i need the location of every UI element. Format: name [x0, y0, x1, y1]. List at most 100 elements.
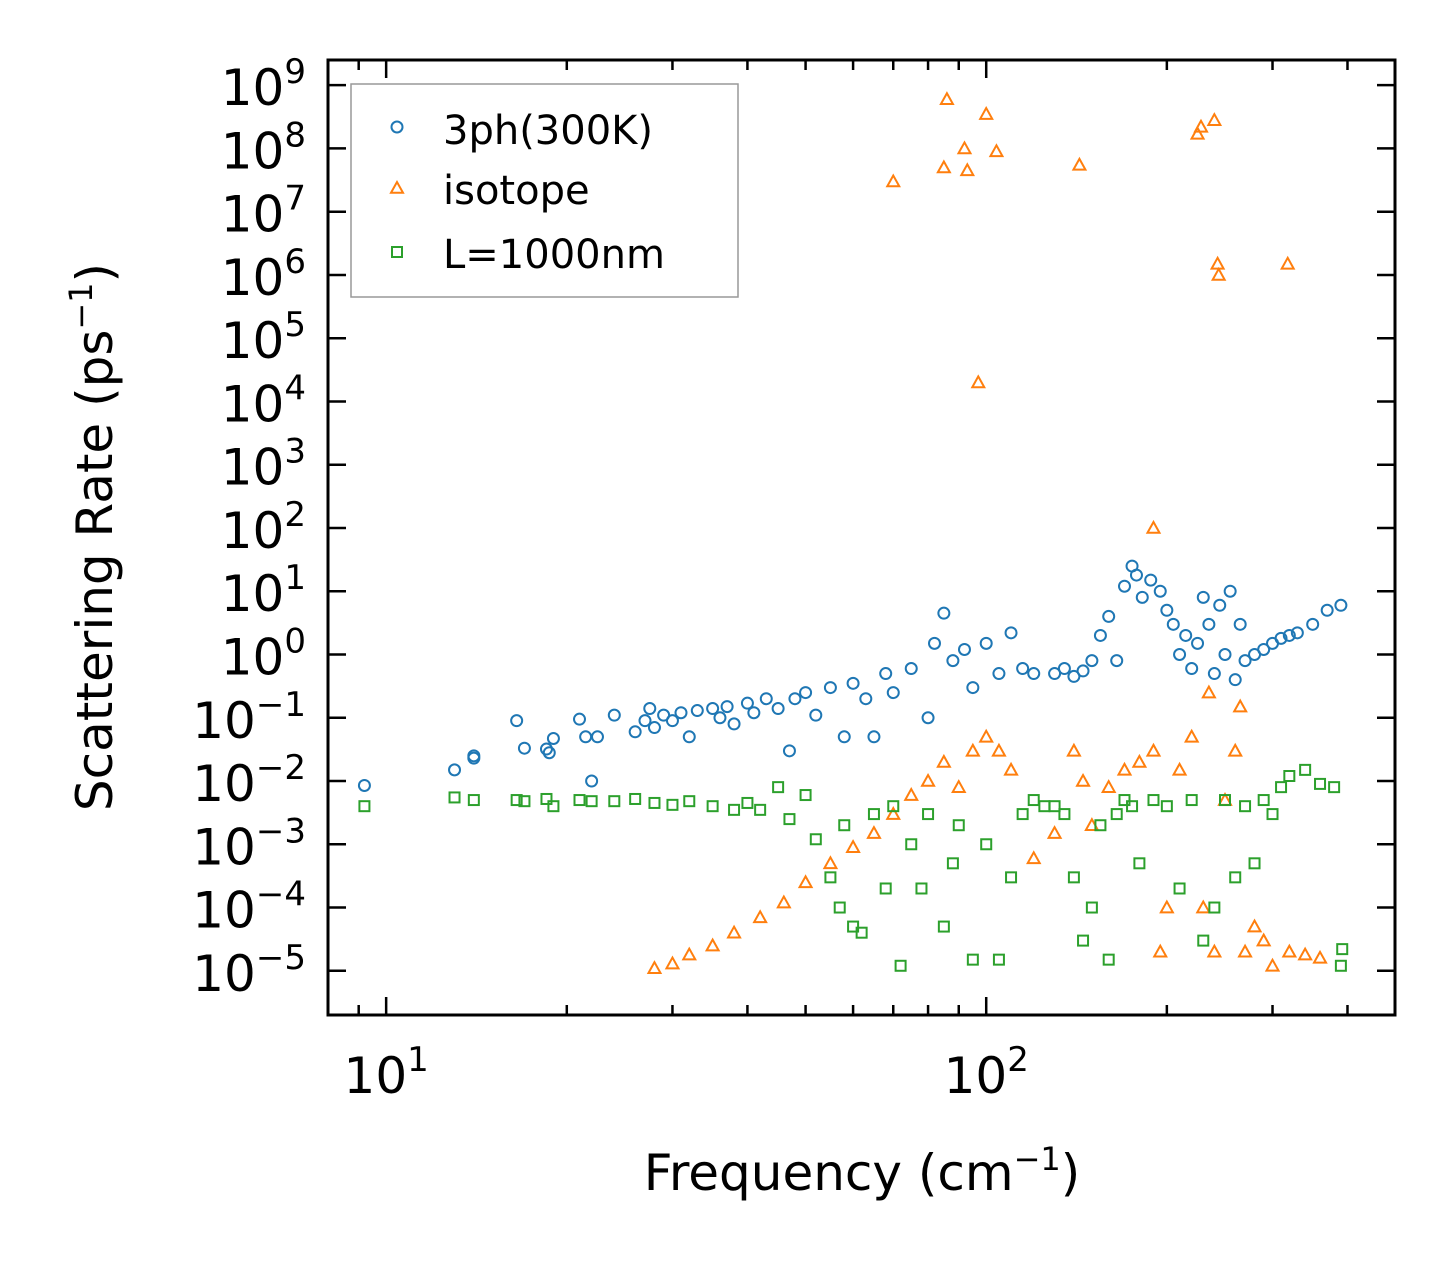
data-point — [1116, 761, 1133, 776]
y-tick-label-exp: 8 — [284, 115, 306, 155]
data-point — [1066, 742, 1082, 757]
data-point — [885, 173, 901, 188]
data-point — [1218, 647, 1232, 661]
y-tick-label-base: 10 — [192, 882, 256, 940]
y-tick-label: 10−5 — [192, 938, 306, 1003]
data-point — [683, 795, 696, 808]
data-point — [1280, 255, 1296, 270]
data-point — [946, 654, 960, 668]
data-point — [799, 789, 812, 802]
data-point — [1314, 777, 1327, 790]
data-point — [991, 742, 1007, 757]
points-layer — [357, 91, 1349, 974]
y-tick-label-base: 10 — [192, 818, 256, 876]
data-point — [1102, 953, 1115, 966]
data-point — [1185, 662, 1199, 676]
data-point — [585, 774, 599, 788]
data-point — [979, 636, 993, 650]
data-point — [903, 786, 919, 801]
legend-label-boundary: L=1000nm — [443, 232, 665, 278]
y-tick-label: 102 — [221, 495, 306, 560]
data-point — [666, 798, 679, 811]
y-tick-label: 108 — [221, 115, 306, 180]
data-point — [970, 374, 986, 389]
data-point — [1185, 794, 1198, 807]
y-tick-label: 104 — [221, 368, 306, 433]
data-point — [988, 143, 1005, 158]
legend: 3ph(300K) isotope L=1000nm — [350, 83, 739, 298]
data-point — [467, 749, 481, 763]
y-tick-label-base: 10 — [221, 312, 285, 370]
data-point — [965, 742, 981, 757]
data-point — [1206, 943, 1223, 958]
y-tick-label-exp: 1 — [284, 558, 306, 598]
data-point — [629, 792, 642, 805]
data-point — [905, 838, 918, 851]
y-tick-label-base: 10 — [221, 122, 285, 180]
y-tick-label-base: 10 — [192, 692, 256, 750]
data-point — [1237, 943, 1253, 958]
data-point — [1147, 794, 1160, 807]
y-tick-label-exp: 9 — [284, 52, 306, 92]
x-tick-label-exp: 1 — [407, 1040, 429, 1080]
ticks-layer — [326, 60, 1395, 1015]
data-point — [573, 712, 587, 726]
data-point — [992, 953, 1005, 966]
y-tick-label-base: 10 — [192, 945, 256, 1003]
data-point — [855, 926, 868, 939]
data-point — [1196, 590, 1210, 604]
data-point — [1102, 609, 1116, 623]
data-point — [1085, 654, 1099, 668]
x-axis-title-suffix: ) — [1061, 1144, 1081, 1202]
data-point — [741, 796, 754, 809]
data-point — [845, 839, 861, 853]
data-point — [966, 681, 980, 695]
data-point — [628, 725, 642, 739]
data-point — [1075, 772, 1091, 787]
data-point — [978, 105, 994, 120]
data-point — [1057, 662, 1071, 676]
x-tick-label-exp: 2 — [1007, 1040, 1029, 1080]
data-point — [585, 795, 598, 808]
data-point — [1281, 943, 1298, 958]
data-point — [546, 731, 560, 745]
x-axis-title-sup: −1 — [1014, 1140, 1061, 1178]
data-point — [1093, 628, 1107, 642]
data-point — [1179, 628, 1193, 642]
data-point — [643, 702, 657, 716]
data-point — [978, 728, 994, 743]
data-point — [847, 920, 860, 933]
data-point — [547, 800, 560, 813]
y-tick-label-base: 10 — [192, 755, 256, 813]
data-point — [1228, 673, 1242, 687]
data-point — [1209, 255, 1226, 270]
data-point — [1312, 949, 1328, 964]
data-point — [1160, 800, 1173, 813]
data-point — [542, 746, 556, 760]
data-point — [879, 882, 892, 895]
y-axis-title-sup: −1 — [62, 282, 100, 329]
y-axis-title-suffix: ) — [66, 263, 124, 283]
legend-marker-triangle — [389, 179, 405, 194]
data-point — [607, 708, 621, 722]
data-point — [1110, 808, 1123, 821]
data-point — [867, 730, 881, 744]
data-point — [1117, 579, 1131, 593]
data-point — [1207, 667, 1221, 681]
data-point — [956, 140, 973, 155]
legend-marker-square — [391, 246, 403, 258]
data-point — [1058, 808, 1071, 821]
y-tick-label-base: 10 — [221, 565, 285, 623]
data-point — [866, 825, 882, 839]
y-tick-label: 10−3 — [192, 811, 306, 876]
data-point — [1197, 934, 1210, 947]
data-point — [665, 714, 679, 728]
data-point — [799, 686, 813, 700]
data-point — [1229, 871, 1242, 884]
data-point — [1193, 118, 1209, 133]
data-point — [833, 901, 846, 914]
x-tick-label: 101 — [344, 1040, 429, 1105]
data-point — [647, 721, 661, 735]
y-tick-label-base: 10 — [221, 249, 285, 307]
data-point — [952, 819, 965, 832]
